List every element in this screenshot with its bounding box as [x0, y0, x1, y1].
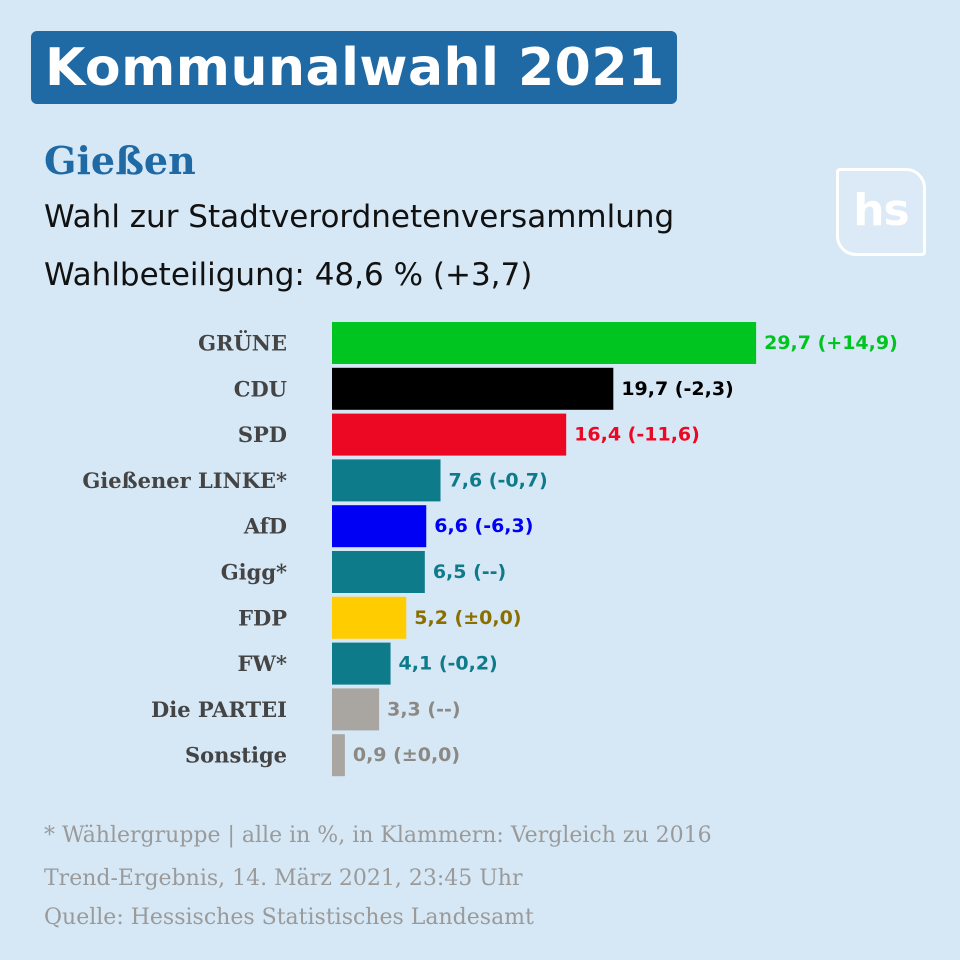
category-label-spd: SPD	[238, 422, 287, 447]
value-label-fdp: 5,2 (±0,0)	[414, 607, 521, 629]
bar-fw	[332, 642, 391, 685]
page-title: Kommunalwahl 2021	[45, 37, 665, 98]
value-label-afd: 6,6 (-6,3)	[434, 515, 533, 537]
bar-sonstige	[332, 734, 345, 777]
bar-afd	[332, 505, 427, 548]
category-label-gigg: Gigg*	[221, 560, 287, 585]
bar-gigg	[332, 551, 425, 593]
category-label-afd: AfD	[243, 514, 287, 539]
category-label-sonstige: Sonstige	[185, 743, 287, 768]
category-label-die-partei: Die PARTEI	[151, 697, 287, 722]
value-label-die-partei: 3,3 (--)	[387, 698, 460, 720]
footnote-text: * Wählergruppe | alle in %, in Klammern:…	[44, 823, 712, 848]
category-label-gruene: GRÜNE	[198, 331, 287, 356]
bar-die-partei	[332, 688, 380, 731]
logo-text: hs	[853, 184, 910, 236]
bar-giessener-linke	[332, 459, 441, 502]
election-subtitle: Wahl zur Stadtverordnetenversammlung	[44, 199, 675, 235]
value-label-fw: 4,1 (-0,2)	[399, 653, 498, 675]
bar-spd	[332, 413, 567, 456]
value-label-cdu: 19,7 (-2,3)	[621, 378, 733, 400]
bar-cdu	[332, 367, 614, 410]
category-label-cdu: CDU	[234, 376, 287, 401]
value-label-giessener-linke: 7,6 (-0,7)	[449, 469, 548, 491]
source-text: Quelle: Hessisches Statistisches Landesa…	[44, 905, 534, 930]
bar-fdp	[332, 596, 407, 639]
category-label-fdp: FDP	[238, 605, 287, 630]
value-label-gruene: 29,7 (+14,9)	[764, 332, 898, 354]
hs-logo-icon: hs	[836, 168, 926, 256]
value-label-spd: 16,4 (-11,6)	[574, 424, 700, 446]
value-label-sonstige: 0,9 (±0,0)	[353, 744, 460, 766]
title-banner: Kommunalwahl 2021	[31, 31, 677, 104]
value-label-gigg: 6,5 (--)	[433, 561, 506, 583]
category-label-giessener-linke: Gießener LINKE*	[82, 468, 287, 493]
status-text: Trend-Ergebnis, 14. März 2021, 23:45 Uhr	[44, 866, 523, 891]
category-label-fw: FW*	[238, 651, 287, 676]
city-heading: Gießen	[44, 138, 196, 183]
bar-gruene	[332, 322, 757, 364]
turnout-text: Wahlbeteiligung: 48,6 % (+3,7)	[44, 257, 533, 293]
